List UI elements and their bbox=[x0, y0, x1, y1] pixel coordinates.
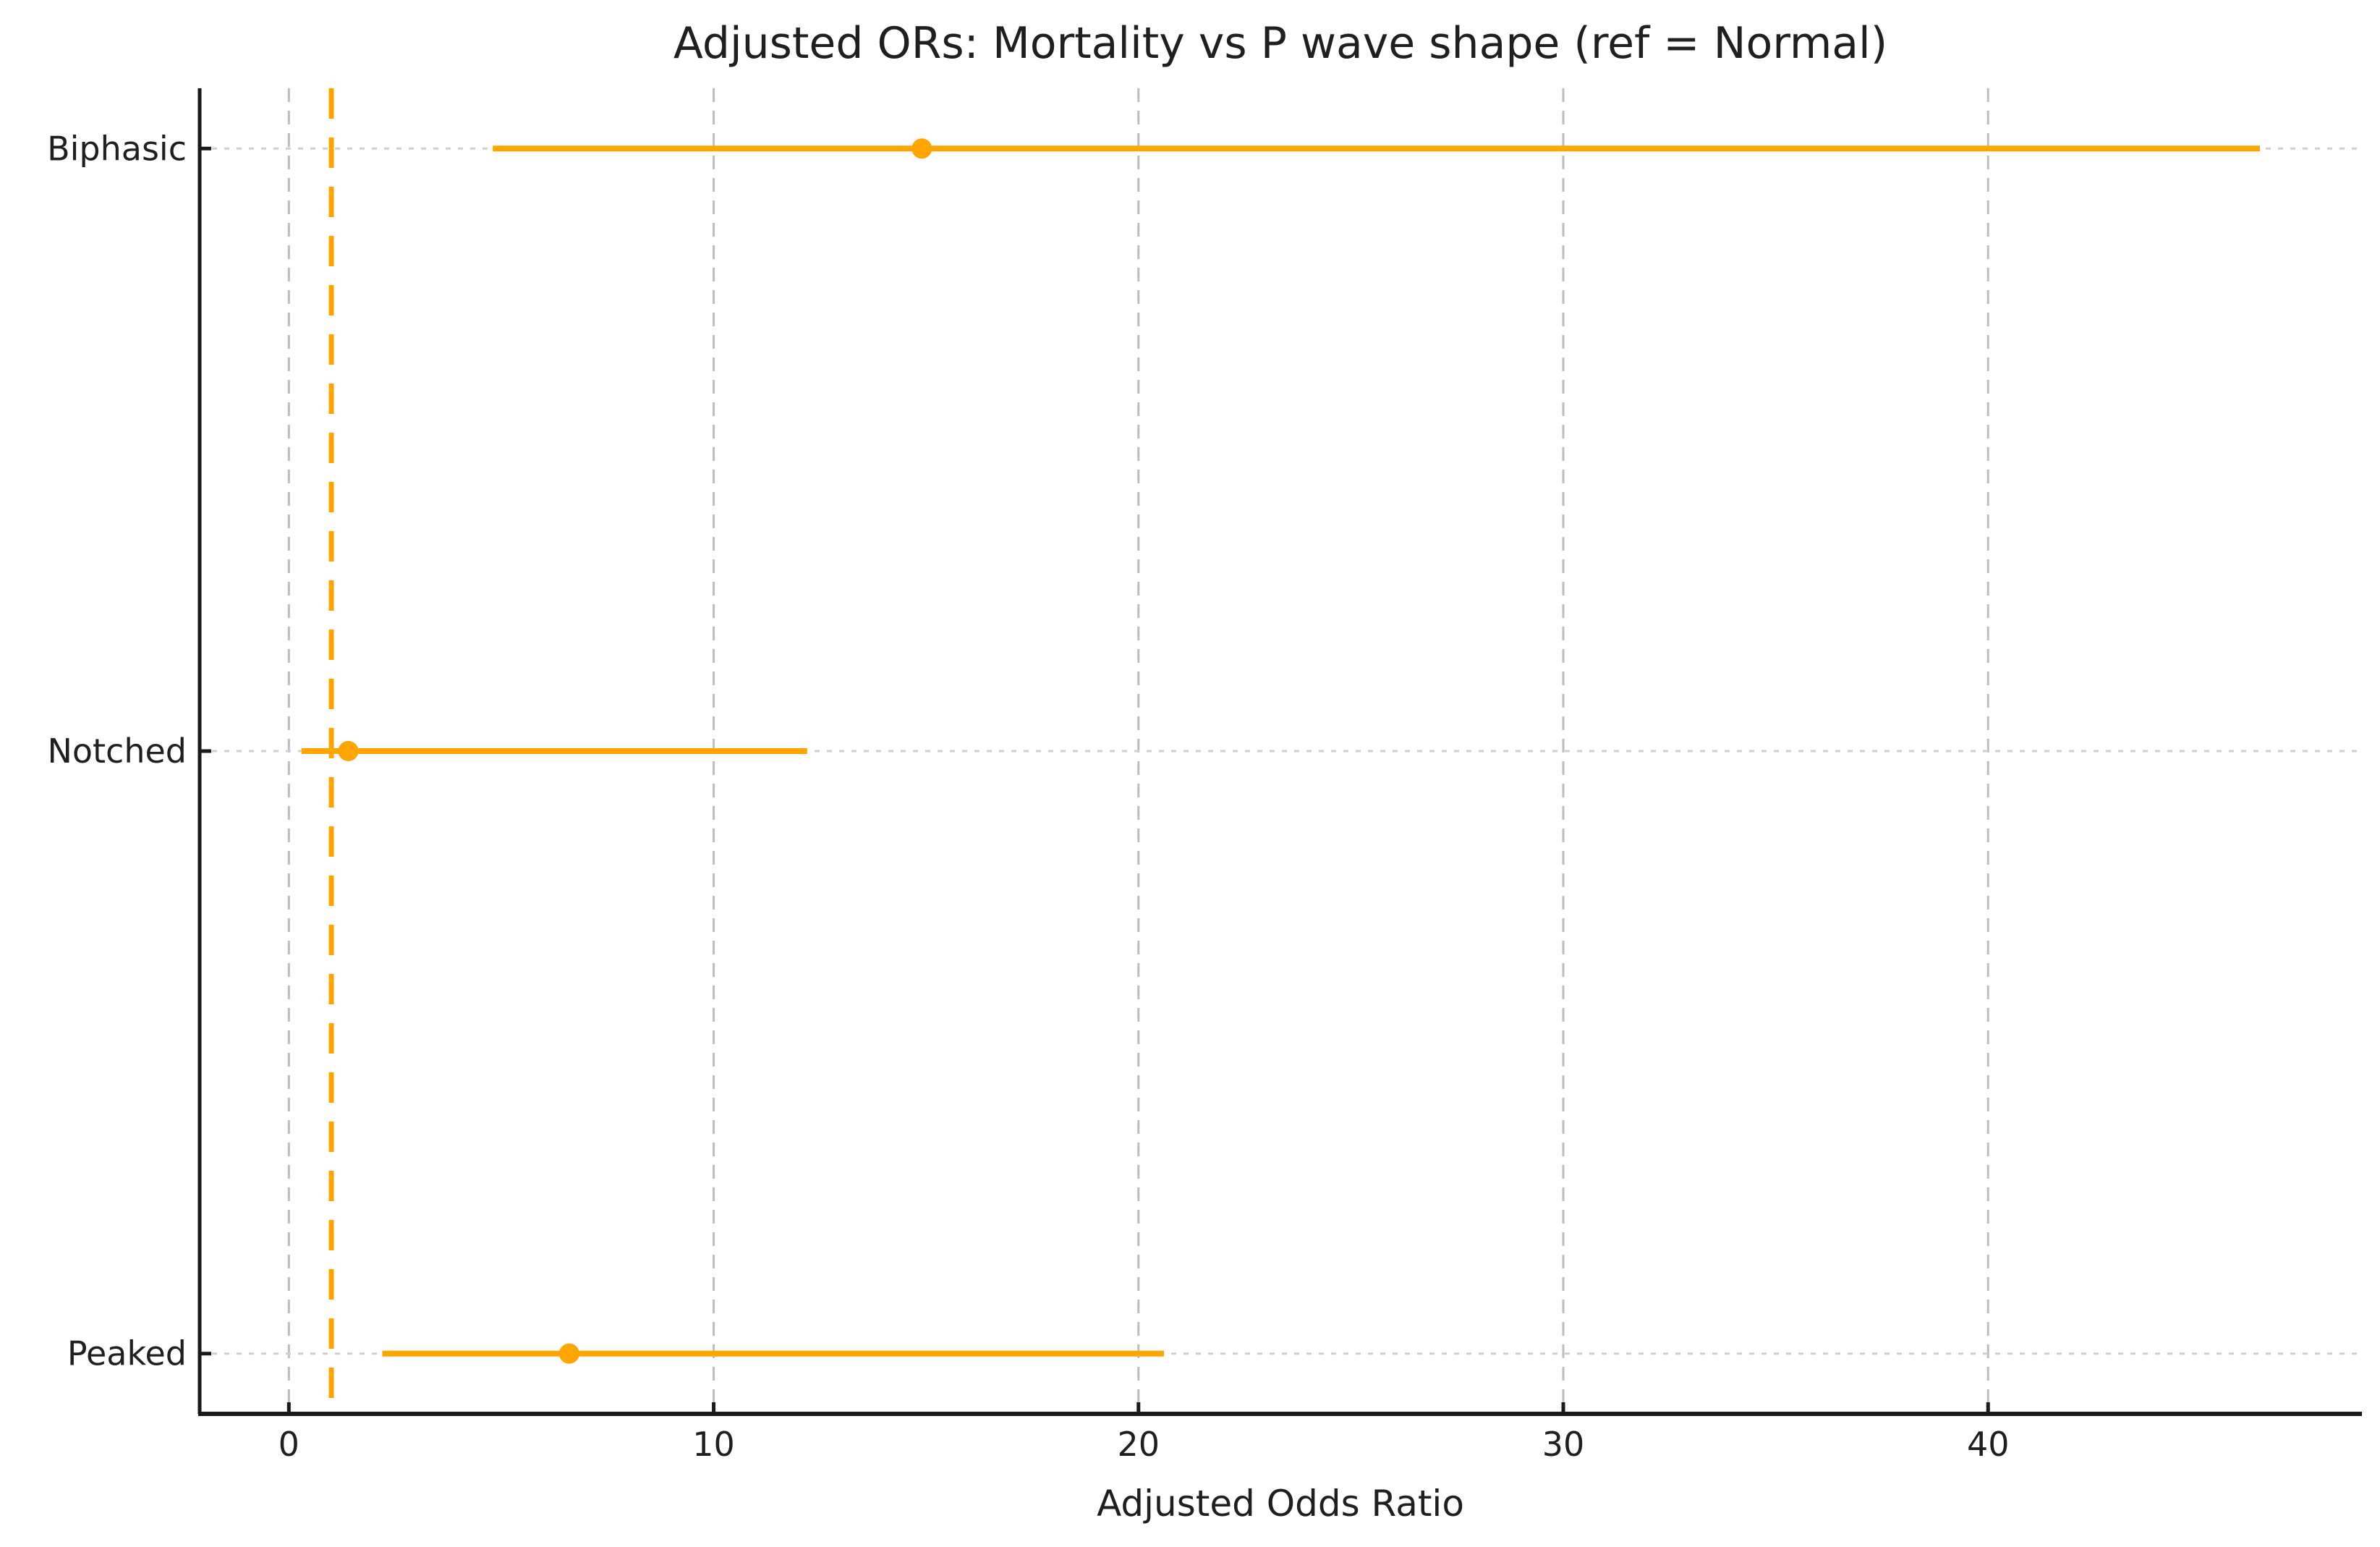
axes-layer bbox=[197, 88, 2362, 1416]
chart-title: Adjusted ORs: Mortality vs P wave shape … bbox=[673, 18, 1887, 69]
data-layer bbox=[301, 138, 2261, 1364]
x-axis-label: Adjusted Odds Ratio bbox=[1097, 1483, 1464, 1525]
odds-ratio-marker bbox=[338, 741, 359, 761]
x-tick-label: 0 bbox=[279, 1425, 299, 1464]
category-label: Biphasic bbox=[47, 129, 187, 168]
x-tick-label: 10 bbox=[692, 1425, 735, 1464]
x-tick-label: 30 bbox=[1542, 1425, 1585, 1464]
odds-ratio-marker bbox=[911, 138, 932, 159]
x-tick-label: 20 bbox=[1118, 1425, 1160, 1464]
odds-ratio-marker bbox=[558, 1343, 579, 1364]
tick-label-layer: 0 10 20 30 40 Biphasic Notched Peaked bbox=[47, 129, 2009, 1464]
x-tick-label: 40 bbox=[1967, 1425, 2010, 1464]
category-label: Peaked bbox=[67, 1334, 187, 1373]
category-label: Notched bbox=[47, 732, 187, 771]
